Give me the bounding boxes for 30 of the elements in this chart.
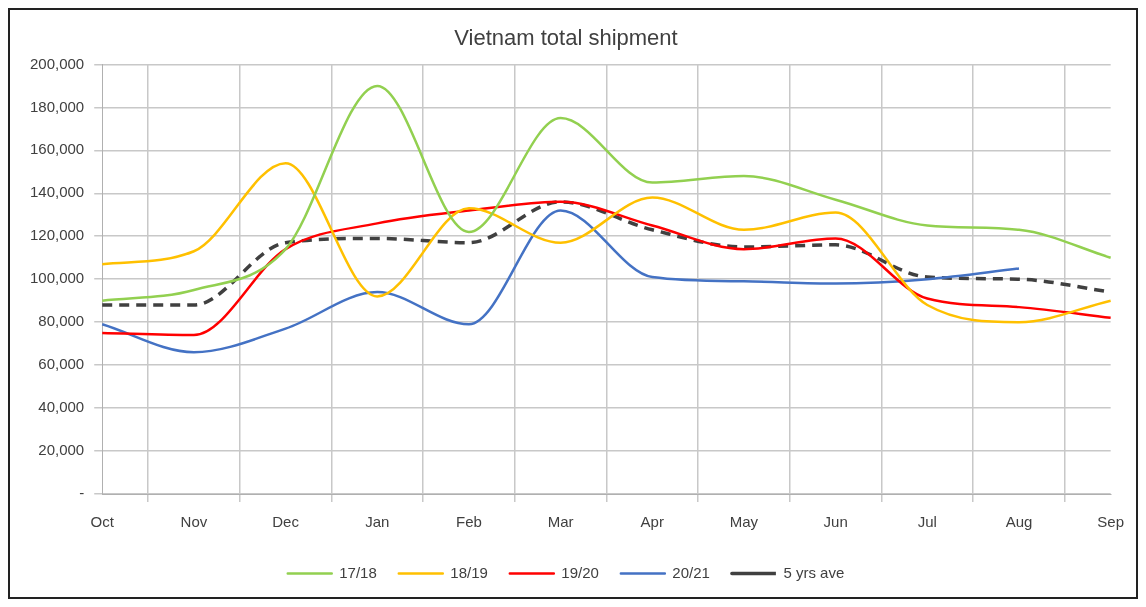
x-tick-label: May (729, 513, 759, 531)
x-tick-label: Nov (180, 513, 208, 531)
y-tick-label: 140,000 (29, 183, 85, 201)
legend-label: 20/21 (672, 563, 710, 581)
x-tick-label: Aug (1005, 513, 1033, 531)
x-tick-label: Mar (547, 513, 574, 531)
legend-label: 5 yrs ave (783, 563, 845, 581)
line-series (100, 209, 1021, 354)
y-tick-label: - (79, 484, 85, 502)
y-tick-label: 120,000 (29, 226, 85, 244)
x-tick-label: Feb (455, 513, 482, 531)
y-tick-label: 80,000 (38, 312, 85, 330)
legend-label: 18/19 (450, 563, 488, 581)
x-tick-label: Dec (272, 513, 300, 531)
x-tick-label: Sep (1097, 513, 1125, 531)
y-tick-label: 200,000 (29, 54, 85, 72)
legend-label: 17/18 (339, 563, 377, 581)
x-tick-label: Jun (823, 513, 848, 531)
chart-title: Vietnam total shipment (454, 25, 678, 51)
y-tick-label: 160,000 (29, 140, 85, 158)
x-tick-label: Jan (365, 513, 390, 531)
y-tick-label: 100,000 (29, 269, 85, 287)
legend-label: 19/20 (561, 563, 599, 581)
y-tick-label: 60,000 (38, 355, 85, 373)
y-tick-label: 180,000 (29, 97, 85, 115)
x-tick-label: Oct (90, 513, 115, 531)
y-tick-label: 20,000 (38, 441, 85, 459)
x-tick-label: Jul (917, 513, 937, 531)
x-tick-label: Apr (640, 513, 664, 531)
y-tick-label: 40,000 (38, 398, 85, 416)
